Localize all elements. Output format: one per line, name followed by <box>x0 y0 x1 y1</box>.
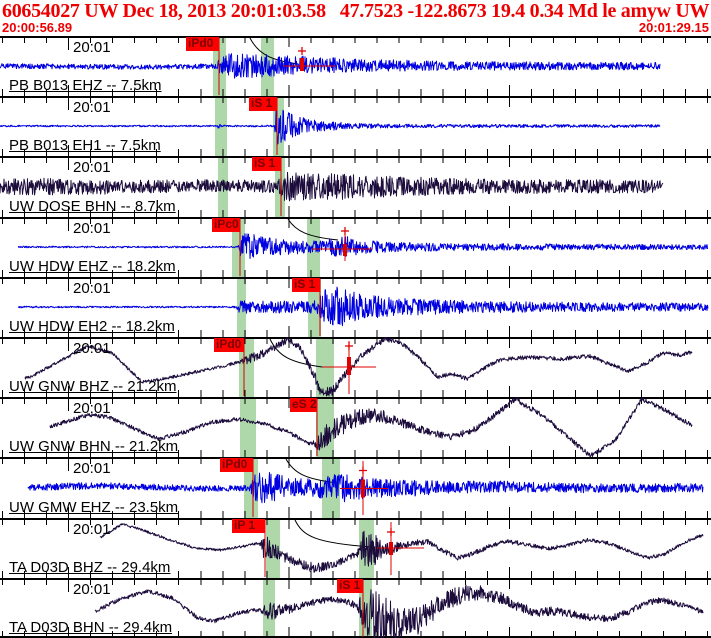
minute-label: 20:01 <box>73 159 111 176</box>
trace-panel-5[interactable]: 20:01 UW HDW EH2 -- 18.2km iS 1 <box>0 277 711 337</box>
pick-flag[interactable]: iPc0 <box>212 218 240 232</box>
pick-flag[interactable]: iS 1 <box>337 579 363 593</box>
trace-plot <box>0 217 711 277</box>
trace-panel-9[interactable]: 20:01 TA D03D BHZ -- 29.4km iP 1 <box>0 518 711 578</box>
waveform <box>24 337 693 397</box>
pick-flag[interactable]: iPd0 <box>186 37 219 51</box>
trace-panel-10[interactable]: 20:01 TA D03D BHN -- 29.4km iS 1 <box>0 578 711 638</box>
coda-decay-curve <box>285 458 339 484</box>
phase-window-band <box>316 397 334 457</box>
phase-window-band <box>239 337 254 397</box>
minute-label: 20:01 <box>73 581 111 598</box>
coda-decay-curve <box>294 519 373 548</box>
trace-panel-6[interactable]: 20:01 UW GNW BHZ -- 21.2km iPd0 <box>0 337 711 397</box>
waveform <box>0 53 661 79</box>
waveform <box>49 397 693 457</box>
station-label: UW GNW BHN -- 21.2km <box>9 438 179 455</box>
event-title-row: 60654027 UW Dec 18, 2013 20:01:03.58 47.… <box>2 0 709 22</box>
trace-panel-3[interactable]: 20:01 UW DOSE BHN -- 8.7km iS 1 <box>0 156 711 217</box>
event-header: 60654027 UW Dec 18, 2013 20:01:03.58 47.… <box>0 0 711 36</box>
pick-flag[interactable]: iS 1 <box>252 157 281 171</box>
coda-decay-curve <box>269 338 323 368</box>
minute-label: 20:01 <box>73 220 111 237</box>
trace-panel-8[interactable]: 20:01 UW GMW EHZ -- 23.5km iPd0 <box>0 457 711 518</box>
station-label: PB B013 EH1 -- 7.5km <box>9 137 161 154</box>
trace-plot <box>0 36 711 96</box>
trace-plot <box>0 156 711 217</box>
trace-plot <box>0 397 711 457</box>
station-label: UW GNW BHZ -- 21.2km <box>9 378 177 395</box>
waveform <box>94 584 704 638</box>
trace-plot <box>0 277 711 337</box>
waveform <box>27 472 704 504</box>
pick-flag[interactable]: iPd0 <box>214 338 244 352</box>
trace-panel-4[interactable]: 20:01 UW HDW EHZ -- 18.2km iPc0 <box>0 217 711 277</box>
pick-flag[interactable]: iS 1 <box>292 278 320 292</box>
minute-label: 20:01 <box>73 460 111 477</box>
amplitude-marker[interactable] <box>322 341 376 394</box>
station-label: UW GMW EHZ -- 23.5km <box>9 499 179 516</box>
station-label: TA D03D BHN -- 29.4km <box>9 619 173 636</box>
phase-window-band <box>240 397 256 457</box>
phase-window-band <box>266 518 280 578</box>
minute-label: 20:01 <box>73 280 111 297</box>
minute-label: 20:01 <box>73 39 111 56</box>
amplitude-marker[interactable] <box>377 522 424 575</box>
trace-plot <box>0 96 711 156</box>
waveform <box>0 171 664 202</box>
minute-label: 20:01 <box>73 400 111 417</box>
trace-plot <box>0 518 711 578</box>
trace-panel-2[interactable]: 20:01 PB B013 EH1 -- 7.5km iS 1 <box>0 96 711 156</box>
station-label: UW DOSE BHN -- 8.7km <box>9 198 176 215</box>
amplitude-marker[interactable] <box>312 227 372 261</box>
window-end-time: 20:01:29.15 <box>638 20 709 35</box>
phase-window-band <box>237 277 246 337</box>
minute-label: 20:01 <box>73 521 111 538</box>
phase-window-band <box>263 578 275 638</box>
window-start-time: 20:00:56.89 <box>2 20 73 35</box>
trace-panel-7[interactable]: 20:01 UW GNW BHN -- 21.2km eS 2 <box>0 397 711 457</box>
station-label: UW HDW EHZ -- 18.2km <box>9 258 176 275</box>
phase-window-band <box>275 156 285 217</box>
waveform <box>99 523 704 573</box>
waveform <box>17 233 708 259</box>
amplitude-marker[interactable] <box>283 47 335 71</box>
station-label: PB B013 EHZ -- 7.5km <box>9 77 162 94</box>
pick-flag[interactable]: iPd0 <box>220 458 253 472</box>
pick-flag[interactable]: iS 1 <box>249 97 277 111</box>
trace-panel-1[interactable]: 20:01 PB B013 EHZ -- 7.5km iPd0 <box>0 36 711 96</box>
pick-flag[interactable]: eS 2 <box>290 398 317 412</box>
event-summary: 60654027 UW Dec 18, 2013 20:01:03.58 47.… <box>2 0 711 22</box>
window-time-row: 20:00:56.89 20:01:29.15 <box>2 21 709 35</box>
waveform <box>0 109 661 145</box>
amplitude-marker[interactable] <box>340 461 388 515</box>
trace-plot <box>0 457 711 518</box>
minute-label: 20:01 <box>73 340 111 357</box>
station-label: TA D03D BHZ -- 29.4km <box>9 559 171 576</box>
waveform <box>17 286 709 327</box>
trace-plot <box>0 337 711 397</box>
minute-label: 20:01 <box>73 99 111 116</box>
pick-flag[interactable]: iP 1 <box>232 519 265 533</box>
station-label: UW HDW EH2 -- 18.2km <box>9 318 175 335</box>
phase-window-band <box>307 217 320 277</box>
